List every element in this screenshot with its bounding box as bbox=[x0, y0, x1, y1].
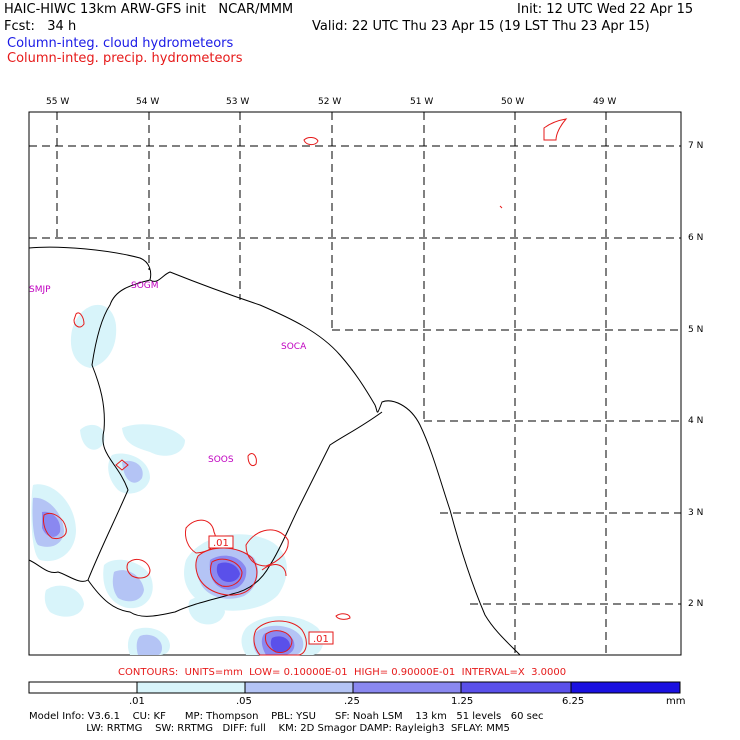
lon-label: 50 W bbox=[501, 97, 525, 107]
lon-label: 53 W bbox=[226, 97, 250, 107]
precip-contours bbox=[43, 118, 568, 656]
station-label: SOOS bbox=[208, 455, 234, 465]
lon-label: 49 W bbox=[593, 97, 617, 107]
forecast-hour: Fcst: 34 h bbox=[4, 19, 77, 34]
colorbar-label: .01 bbox=[129, 696, 145, 707]
colorbar-label: .05 bbox=[236, 696, 252, 707]
field-cloud-label: Column-integ. cloud hydrometeors bbox=[7, 36, 234, 51]
colorbar-label: 6.25 bbox=[562, 696, 585, 707]
lat-lon-grid bbox=[29, 112, 681, 655]
colorbar-units: mm bbox=[666, 696, 686, 707]
colorbar bbox=[28, 681, 681, 694]
lon-label: 51 W bbox=[410, 97, 434, 107]
lat-label: 6 N bbox=[688, 233, 704, 243]
init-time: Init: 12 UTC Wed 22 Apr 15 bbox=[517, 2, 694, 17]
plot-title: HAIC-HIWC 13km ARW-GFS init NCAR/MMM bbox=[4, 2, 294, 17]
model-info-line2: LW: RRTMG SW: RRTMG DIFF: full KM: 2D Sm… bbox=[29, 723, 510, 734]
contour-label-box bbox=[308, 631, 334, 645]
model-info-line1: Model Info: V3.6.1 CU: KF MP: Thompson P… bbox=[29, 711, 544, 722]
lat-label: 5 N bbox=[688, 325, 704, 335]
station-label: SOGM bbox=[131, 281, 159, 291]
station-label: SOCA bbox=[281, 342, 307, 352]
contour-label: .01 bbox=[313, 634, 329, 645]
lat-label: 2 N bbox=[688, 599, 704, 609]
contours-info: CONTOURS: UNITS=mm LOW= 0.10000E-01 HIGH… bbox=[118, 667, 567, 678]
cloud-fill-layer bbox=[31, 304, 324, 655]
lon-label: 52 W bbox=[318, 97, 342, 107]
coastlines-borders bbox=[28, 246, 521, 656]
station-label: SMJP bbox=[29, 285, 51, 295]
lat-label: 4 N bbox=[688, 416, 704, 426]
lon-label: 54 W bbox=[136, 97, 160, 107]
lon-label: 55 W bbox=[46, 97, 70, 107]
lat-label: 3 N bbox=[688, 508, 704, 518]
field-precip-label: Column-integ. precip. hydrometeors bbox=[7, 51, 243, 66]
contour-label: .01 bbox=[213, 538, 229, 549]
colorbar-label: 1.25 bbox=[451, 696, 474, 707]
colorbar-label: .25 bbox=[344, 696, 360, 707]
lat-label: 7 N bbox=[688, 141, 704, 151]
contour-label-box bbox=[208, 535, 234, 549]
valid-time: Valid: 22 UTC Thu 23 Apr 15 (19 LST Thu … bbox=[312, 19, 650, 34]
